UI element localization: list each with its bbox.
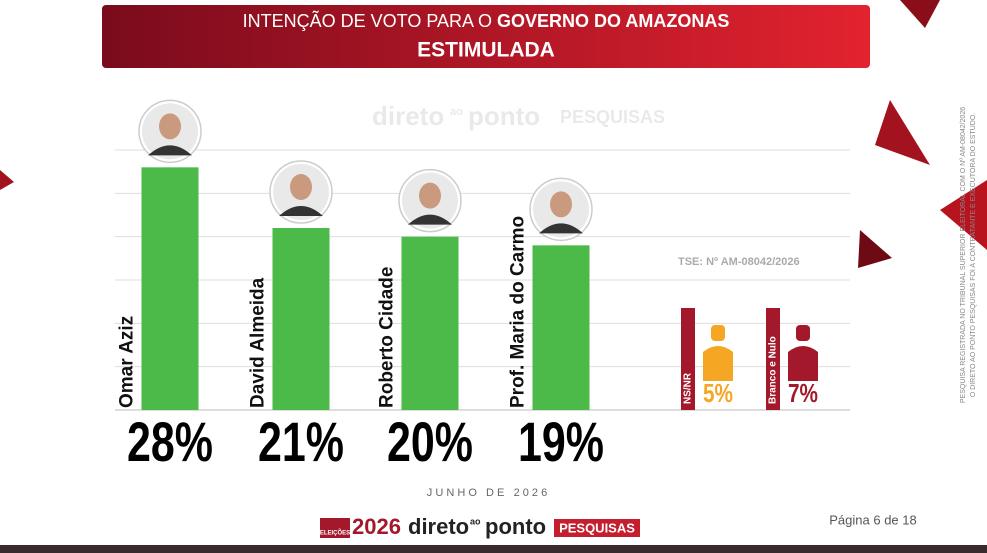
candidate-photo — [529, 177, 593, 242]
bar — [141, 167, 199, 410]
watermark-text: ponto — [468, 101, 540, 131]
value-label: 28% — [127, 410, 213, 473]
footer-logo: ELEIÇÕES 2026 direto ao ponto PESQUISAS — [320, 514, 640, 539]
side-note: PESQUISA REGISTRADA NO TRIBUNAL SUPERIOR… — [960, 107, 977, 403]
watermark-text: ao — [450, 106, 463, 118]
subtitle: ESTIMULADA — [417, 39, 555, 62]
title-banner — [102, 5, 870, 68]
photo-head — [550, 191, 572, 218]
icon-body — [788, 346, 818, 381]
bar — [532, 245, 590, 410]
watermark-text: direto — [372, 101, 444, 131]
photo-body — [408, 214, 452, 225]
logo-text: ponto — [485, 514, 546, 539]
candidate-photo — [398, 168, 462, 233]
other-bar — [766, 308, 780, 410]
candidate-name: Omar Aziz — [117, 316, 138, 408]
candidate-name: Prof. Maria do Carmo — [508, 216, 529, 408]
other-name: Branco e Nulo — [768, 336, 779, 404]
logo-text: PESQUISAS — [559, 520, 635, 535]
date: J U N H O D E 2 0 2 6 — [427, 487, 547, 499]
value-label: 19% — [518, 410, 604, 473]
other-value-label: 7% — [788, 378, 818, 408]
other-bar — [681, 308, 695, 410]
watermark-text: PESQUISAS — [560, 107, 665, 127]
photo-body — [279, 206, 323, 216]
side-note-line: PESQUISA REGISTRADA NO TRIBUNAL SUPERIOR… — [960, 107, 967, 403]
logo-box — [320, 518, 350, 538]
logo-text: direto — [408, 514, 469, 539]
logo-text: 2026 — [352, 514, 401, 539]
page-number: Página 6 de 18 — [829, 512, 916, 527]
other-icon — [703, 325, 733, 381]
icon-body — [703, 346, 733, 381]
photo-head — [419, 182, 441, 209]
photo-head — [290, 174, 312, 200]
title-emphasis: GOVERNO DO AMAZONAS — [497, 11, 729, 31]
candidate-photo — [138, 99, 202, 164]
watermark: direto ao ponto PESQUISAS — [372, 101, 665, 131]
logo-text: ao — [470, 516, 481, 526]
candidate-name: David Almeida — [248, 277, 269, 408]
other-name: NS/NR — [683, 372, 694, 404]
side-note-line: O DIRETO AO PONTO PESQUISAS FOI A CONTRA… — [970, 113, 977, 398]
candidate-photo — [269, 160, 333, 224]
photo-head — [159, 113, 181, 140]
logo-box — [554, 519, 640, 537]
bar — [272, 228, 330, 410]
icon-head — [711, 325, 725, 341]
value-label: 20% — [387, 410, 473, 473]
bar — [401, 236, 459, 410]
title-text: INTENÇÃO DE VOTO PARA O — [243, 10, 492, 31]
photo-body — [148, 145, 192, 156]
photo-body — [539, 223, 583, 234]
registration: TSE: Nº AM-08042/2026 — [678, 256, 800, 268]
other-icon — [788, 325, 818, 381]
value-label: 21% — [258, 410, 344, 473]
other-value-label: 5% — [703, 378, 733, 408]
logo-text: ELEIÇÕES — [320, 530, 350, 537]
chart-title: INTENÇÃO DE VOTO PARA O GOVERNO DO AMAZO… — [243, 10, 730, 31]
candidate-name: Roberto Cidade — [377, 267, 398, 408]
icon-head — [796, 325, 810, 341]
